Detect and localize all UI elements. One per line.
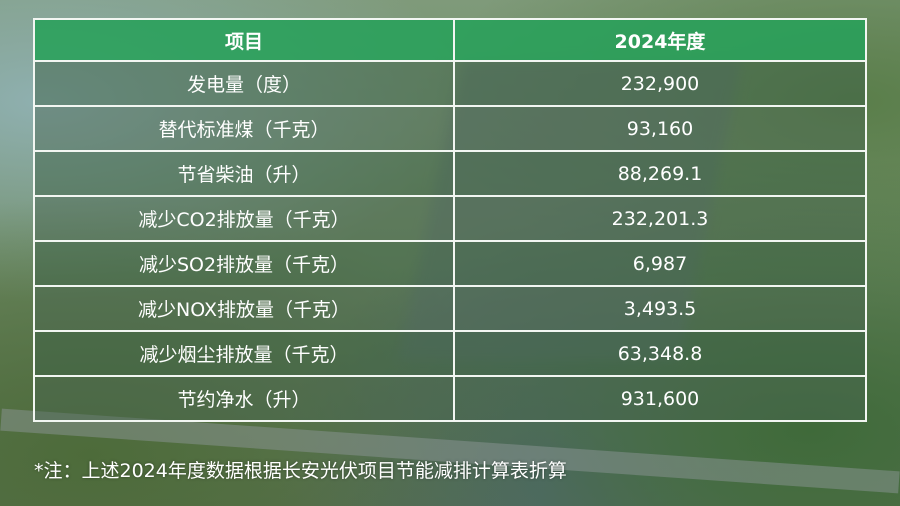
row-label: 节约净水（升） (33, 375, 455, 422)
row-label: 减少烟尘排放量（千克） (33, 330, 455, 377)
table-row: 减少烟尘排放量（千克） 63,348.8 (33, 330, 867, 377)
energy-saving-table: 项目 2024年度 发电量（度） 232,900 替代标准煤（千克） 93,160 节省… (33, 18, 867, 422)
row-value: 63,348.8 (453, 330, 867, 377)
row-label: 减少SO2排放量（千克） (33, 240, 455, 287)
table-row: 节约净水（升） 931,600 (33, 375, 867, 422)
row-label: 减少CO2排放量（千克） (33, 195, 455, 242)
table-row: 替代标准煤（千克） 93,160 (33, 105, 867, 152)
row-value: 6,987 (453, 240, 867, 287)
table-row: 减少SO2排放量（千克） 6,987 (33, 240, 867, 287)
row-value: 3,493.5 (453, 285, 867, 332)
row-value: 88,269.1 (453, 150, 867, 197)
row-value: 931,600 (453, 375, 867, 422)
header-item: 项目 (33, 18, 455, 62)
footnote: *注：上述2024年度数据根据长安光伏项目节能减排计算表折算 (34, 460, 567, 482)
row-value: 93,160 (453, 105, 867, 152)
row-label: 减少NOX排放量（千克） (33, 285, 455, 332)
table-header-row: 项目 2024年度 (33, 18, 867, 62)
table-row: 减少CO2排放量（千克） 232,201.3 (33, 195, 867, 242)
header-year: 2024年度 (453, 18, 867, 62)
row-label: 替代标准煤（千克） (33, 105, 455, 152)
table-row: 节省柴油（升） 88,269.1 (33, 150, 867, 197)
table-row: 减少NOX排放量（千克） 3,493.5 (33, 285, 867, 332)
table-row: 发电量（度） 232,900 (33, 60, 867, 107)
row-label: 节省柴油（升） (33, 150, 455, 197)
row-value: 232,201.3 (453, 195, 867, 242)
row-label: 发电量（度） (33, 60, 455, 107)
row-value: 232,900 (453, 60, 867, 107)
